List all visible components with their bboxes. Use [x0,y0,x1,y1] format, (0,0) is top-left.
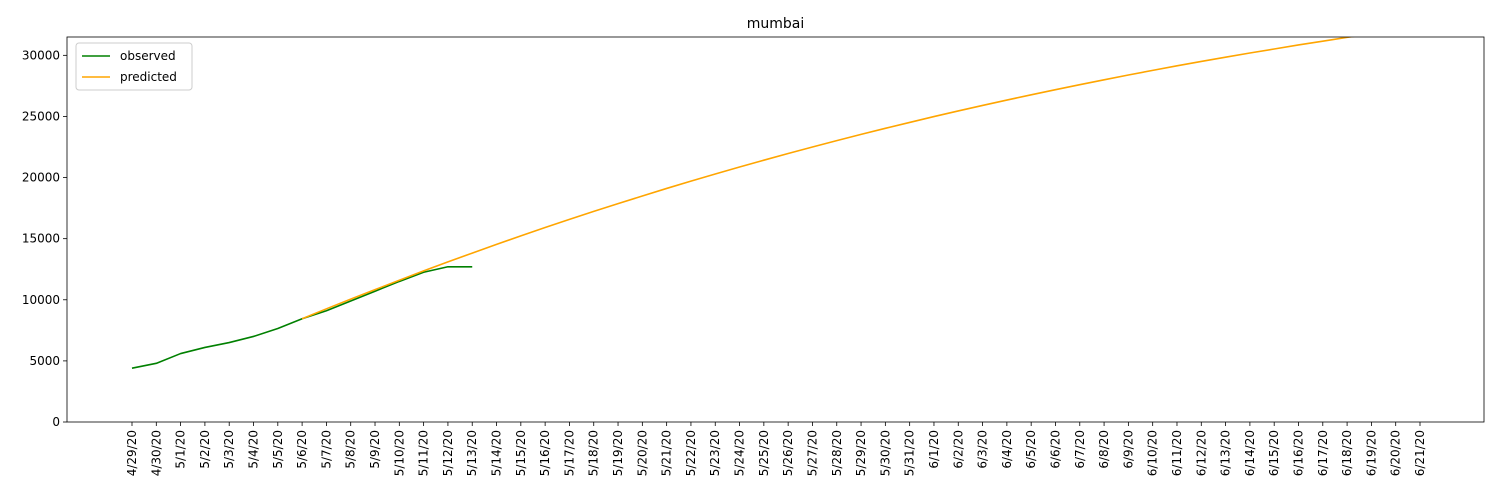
x-tick-label: 5/13/20 [465,430,479,476]
x-tick-label: 5/2/20 [198,430,212,469]
x-tick-label: 5/25/20 [757,430,771,476]
x-tick-label: 5/19/20 [611,430,625,476]
x-tick-label: 5/5/20 [271,430,285,469]
x-tick-label: 5/21/20 [660,430,674,476]
x-tick-label: 5/7/20 [319,430,333,469]
x-tick-label: 5/14/20 [490,430,504,476]
axes-frame [66,36,1485,423]
x-tick-label: 6/11/20 [1170,430,1184,476]
x-tick-label: 5/22/20 [684,430,698,476]
x-tick-label: 5/9/20 [368,430,382,469]
x-tick-label: 6/1/20 [927,430,941,469]
series-line-predicted [301,37,1355,320]
x-tick-label: 5/24/20 [733,430,747,476]
x-tick-label: 5/27/20 [805,430,819,476]
x-tick-label: 6/15/20 [1267,430,1281,476]
x-tick-label: 5/3/20 [222,430,236,469]
x-tick-label: 5/6/20 [295,430,309,469]
x-tick-label: 6/2/20 [951,430,965,469]
y-tick-label: 15000 [22,232,60,246]
x-tick-label: 5/12/20 [441,430,455,476]
x-tick-label: 5/30/20 [878,430,892,476]
y-tick-label: 20000 [22,171,60,185]
x-tick-label: 6/17/20 [1316,430,1330,476]
plot-area: 0 5000 10000 15000 20000 25000 30000 4/29/20 4/3… [22,36,1485,476]
chart-title: mumbai [747,16,805,32]
x-tick-label: 6/9/20 [1121,430,1135,469]
x-tick-label: 6/18/20 [1340,430,1354,476]
x-tick-label: 5/8/20 [344,430,358,469]
x-tick-label: 6/8/20 [1097,430,1111,469]
x-tick-label: 6/6/20 [1048,430,1062,469]
y-tick-label: 30000 [22,48,60,62]
x-tick-label: 5/29/20 [854,430,868,476]
x-tick-label: 6/3/20 [976,430,990,469]
legend-box [75,42,193,91]
y-tick-label: 25000 [22,109,60,123]
x-tick-label: 6/12/20 [1194,430,1208,476]
x-tick-label: 5/18/20 [587,430,601,476]
x-tick-label: 5/23/20 [708,430,722,476]
x-tick-label: 5/31/20 [903,430,917,476]
y-tick-label: 10000 [22,293,60,307]
y-tick-label: 0 [52,415,60,429]
x-tick-label: 5/17/20 [562,430,576,476]
x-tick-label: 6/14/20 [1243,430,1257,476]
legend-label-observed: observed [120,49,176,63]
x-tick-label: 6/16/20 [1291,430,1305,476]
x-tick-label: 5/20/20 [635,430,649,476]
x-tick-label: 5/26/20 [781,430,795,476]
x-tick-label: 5/28/20 [830,430,844,476]
series-line-observed [131,265,473,370]
x-tick-label: 5/10/20 [392,430,406,476]
x-tick-label: 6/21/20 [1413,430,1427,476]
x-tick-label: 5/11/20 [417,430,431,476]
x-tick-label: 6/4/20 [1000,430,1014,469]
x-tick-label: 5/1/20 [174,430,188,469]
x-tick-label: 4/30/20 [149,430,163,476]
x-tick-label: 4/29/20 [125,430,139,476]
legend-label-predicted: predicted [120,70,177,84]
x-tick-label: 6/7/20 [1073,430,1087,469]
x-tick-label: 5/16/20 [538,430,552,476]
x-tick-label: 6/20/20 [1389,430,1403,476]
x-tick-label: 6/5/20 [1024,430,1038,469]
x-tick-label: 6/10/20 [1146,430,1160,476]
x-tick-label: 6/19/20 [1364,430,1378,476]
x-tick-label: 5/15/20 [514,430,528,476]
x-tick-label: 5/4/20 [247,430,261,469]
legend: observed predicted [75,42,193,91]
y-tick-label: 5000 [29,354,60,368]
x-tick-label: 6/13/20 [1219,430,1233,476]
